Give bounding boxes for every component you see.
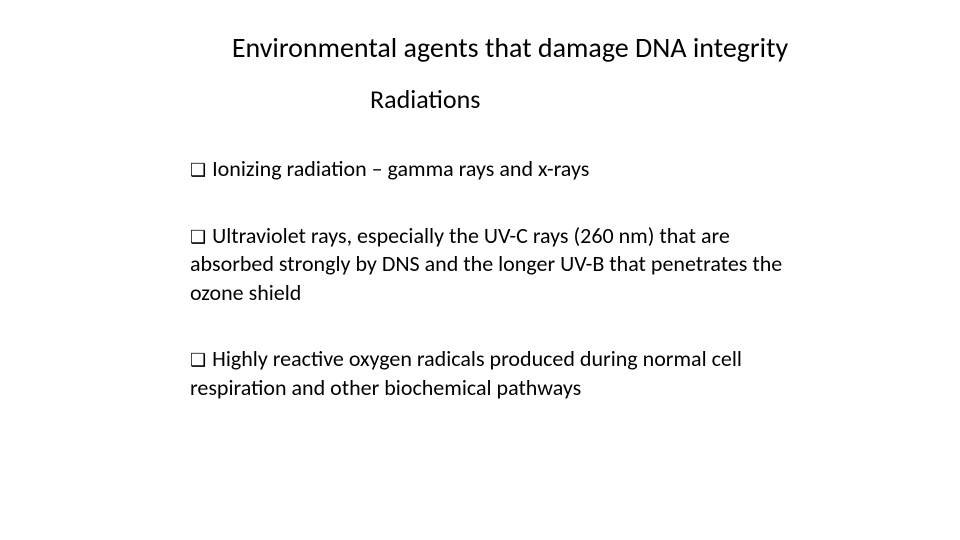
bullet-text: Highly reactive oxygen radicals produced…: [190, 345, 742, 401]
slide-subtitle: Radiations: [370, 83, 920, 115]
bullet-marker-icon: ❑: [190, 226, 206, 249]
slide-title: Environmental agents that damage DNA int…: [100, 30, 920, 65]
bullet-item: ❑Highly reactive oxygen radicals produce…: [190, 345, 800, 402]
bullet-marker-icon: ❑: [190, 349, 206, 372]
bullet-text: Ultraviolet rays, especially the UV-C ra…: [190, 222, 782, 306]
bullet-text: Ionizing radiation – gamma rays and x-ra…: [212, 155, 589, 182]
slide-container: Environmental agents that damage DNA int…: [0, 0, 960, 540]
bullet-marker-icon: ❑: [190, 159, 206, 182]
bullet-item: ❑Ultraviolet rays, especially the UV-C r…: [190, 222, 800, 308]
bullet-list: ❑ Ionizing radiation – gamma rays and x-r…: [190, 155, 800, 403]
bullet-item: ❑ Ionizing radiation – gamma rays and x-r…: [190, 155, 800, 184]
